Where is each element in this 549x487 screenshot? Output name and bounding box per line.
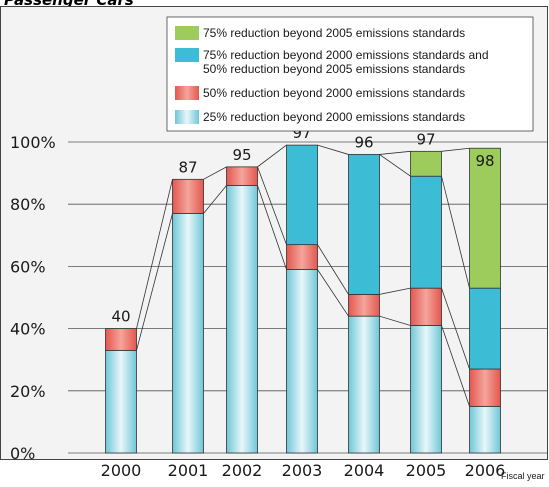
bar-segment xyxy=(286,269,318,454)
bar-segment xyxy=(105,349,137,454)
bar-segment xyxy=(286,244,318,270)
x-tick-label: 2004 xyxy=(344,461,385,480)
legend-swatch xyxy=(175,48,199,62)
connector-line xyxy=(317,144,349,155)
bar-segment xyxy=(348,154,380,295)
y-tick-label: 0% xyxy=(10,444,35,463)
x-tick-label: 2005 xyxy=(406,461,447,480)
x-axis-title: Fiscal year xyxy=(501,471,545,481)
legend-box xyxy=(166,16,534,132)
bar-segment xyxy=(469,147,501,289)
data-label: 96 xyxy=(354,133,373,151)
data-label: 98 xyxy=(475,152,494,170)
chart-title: Passenger Cars xyxy=(4,0,134,9)
bar-segment xyxy=(410,287,442,326)
connector-line xyxy=(441,147,470,152)
connector-line xyxy=(136,213,173,351)
connector-line xyxy=(317,244,349,295)
bar-segment xyxy=(226,166,258,186)
connector-line xyxy=(203,185,227,214)
y-tick-label: 100% xyxy=(10,133,56,152)
bar-segment xyxy=(348,315,380,454)
bar-segment xyxy=(410,150,442,177)
y-tick-label: 60% xyxy=(10,257,46,276)
legend-swatch xyxy=(175,110,199,124)
bar-segment xyxy=(410,325,442,454)
bar-segment xyxy=(172,213,204,454)
bar-segment xyxy=(286,144,318,246)
data-label: 95 xyxy=(232,146,251,164)
legend-swatch xyxy=(175,86,199,100)
data-label: 40 xyxy=(111,308,130,326)
legend-label: 50% reduction beyond 2000 emissions stan… xyxy=(203,86,465,100)
connector-line xyxy=(441,325,470,407)
connector-line xyxy=(379,287,411,295)
connector-line xyxy=(441,288,470,370)
data-label: 97 xyxy=(416,130,435,148)
connector-line xyxy=(257,144,287,168)
x-tick-label: 2001 xyxy=(168,461,209,480)
legend-swatch xyxy=(175,26,199,40)
connector-line xyxy=(203,166,227,180)
x-tick-label: 2003 xyxy=(282,461,323,480)
connector-line xyxy=(441,176,470,289)
bar-segment xyxy=(226,185,258,454)
legend-label: 75% reduction beyond 2005 emissions stan… xyxy=(203,26,465,40)
x-tick-label: 2006 xyxy=(465,461,506,480)
bar-segment xyxy=(469,287,501,370)
bar-segment xyxy=(469,405,501,454)
y-tick-label: 20% xyxy=(10,382,46,401)
legend-label: 75% reduction beyond 2000 emissions stan… xyxy=(203,48,489,62)
connector-line xyxy=(379,315,411,326)
legend-label: 50% reduction beyond 2005 emissions stan… xyxy=(203,62,465,76)
connector-line xyxy=(257,185,287,270)
x-tick-label: 2000 xyxy=(101,461,142,480)
bar-segment xyxy=(105,328,137,351)
x-tick-label: 2002 xyxy=(222,461,263,480)
legend-label: 25% reduction beyond 2000 emissions stan… xyxy=(203,110,465,124)
bar-segment xyxy=(348,293,380,317)
y-tick-label: 40% xyxy=(10,320,46,339)
bar-segment xyxy=(410,175,442,289)
connector-line xyxy=(379,154,411,177)
connector-line xyxy=(257,166,287,245)
bar-segment xyxy=(172,178,204,214)
y-tick-label: 80% xyxy=(10,195,46,214)
connector-line xyxy=(317,269,349,317)
connector-line xyxy=(136,179,173,329)
bar-segment xyxy=(469,368,501,407)
connector-line xyxy=(379,150,411,155)
data-label: 87 xyxy=(178,158,197,176)
